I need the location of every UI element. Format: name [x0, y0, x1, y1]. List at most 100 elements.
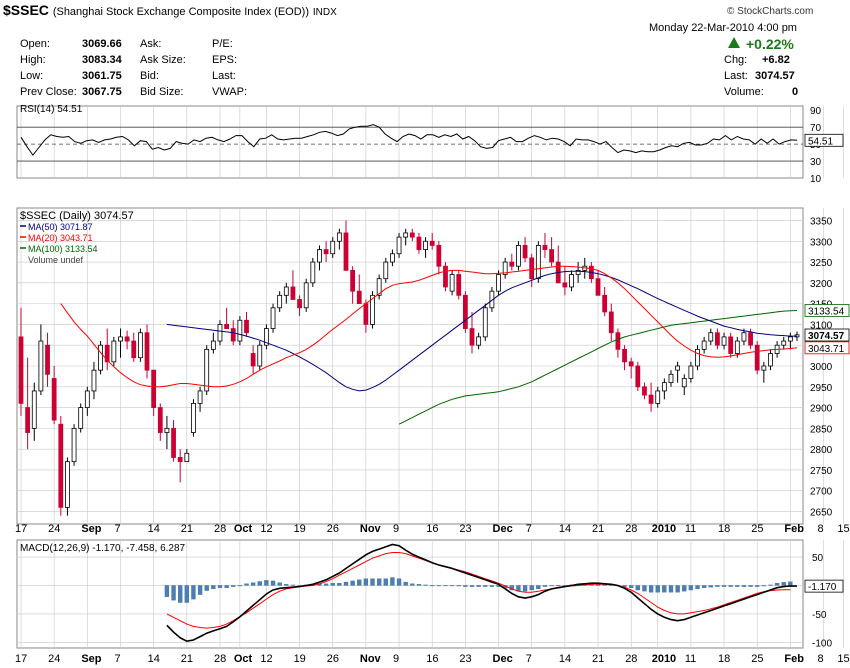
macd-histogram-bar [350, 580, 355, 586]
macd-histogram-bar [363, 578, 369, 586]
x-tick-label: 11 [685, 653, 696, 665]
quote-chg: +6.82 [762, 54, 790, 66]
price-tick-label: 2700 [810, 487, 833, 498]
rsi-last-box [804, 133, 844, 147]
legend-entry: MA(100) 3133.54 [28, 244, 98, 254]
macd-histogram-bar [688, 585, 694, 591]
macd-histogram-bar [675, 585, 680, 593]
macd-histogram-bar [164, 585, 170, 597]
quote-open-label: Open: [20, 38, 50, 50]
macd-histogram-bar [761, 585, 766, 587]
macd-histogram-bar [403, 581, 408, 586]
candle-body [608, 311, 614, 334]
macd-histogram-bar [456, 585, 461, 587]
x-tick-label: 7 [114, 523, 120, 535]
macd-histogram-bar [390, 577, 395, 586]
candle-body [409, 232, 415, 238]
x-tick-label: Oct [234, 653, 253, 665]
legend-entry: MA(20) 3043.71 [28, 233, 93, 243]
x-tick-label: Nov [360, 653, 382, 665]
candle-body [350, 269, 356, 292]
candle-body [595, 278, 601, 296]
x-tick-label: 7 [114, 653, 120, 665]
candle-body [741, 332, 747, 342]
candle-body [695, 348, 700, 367]
candle-body [310, 261, 316, 284]
macd-histogram-bar [755, 585, 760, 587]
candle-body [257, 344, 263, 367]
x-tick-label: 25 [751, 653, 763, 665]
candle-body [768, 353, 773, 367]
macd-histogram-bar [357, 579, 362, 586]
candle-body [177, 457, 183, 463]
macd-histogram-bar [522, 585, 528, 592]
quote-chg-label: Chg: [724, 54, 748, 66]
candle-body [370, 294, 375, 325]
candle-body [131, 340, 137, 359]
macd-histogram-bar [702, 585, 707, 588]
x-tick-label: 17 [15, 653, 27, 665]
macd-histogram-bar [377, 578, 382, 586]
symbol-title: $SSEC (Shanghai Stock Exchange Composite… [3, 2, 337, 18]
price-tick-label: 2750 [810, 466, 833, 477]
quote-volume-label: Volume: [724, 86, 764, 98]
macd-histogram-bar [323, 583, 329, 586]
quote-prev: 3067.75 [82, 86, 122, 98]
x-tick-label: 24 [48, 653, 60, 665]
x-tick-label: 26 [327, 523, 339, 535]
macd-histogram-bar [423, 584, 428, 586]
quote-asksize-label: Ask Size: [140, 54, 186, 66]
x-tick-label: 8 [818, 653, 824, 665]
x-tick-label: 14 [148, 653, 160, 665]
candle-body [363, 303, 369, 325]
macd-histogram-bar [264, 580, 269, 586]
candle-body [204, 348, 210, 392]
candle-body [38, 340, 44, 392]
candle-body [708, 332, 714, 342]
candle-body [443, 265, 448, 288]
x-tick-label: Nov [360, 523, 382, 535]
candle-body [217, 324, 223, 342]
candle-body [137, 332, 143, 359]
quote-eps-label: EPS: [212, 54, 238, 66]
x-tick-label: 9 [393, 653, 399, 665]
macd-histogram-bar [449, 585, 455, 587]
rsi-line [20, 124, 798, 156]
legend-entry: $SSEC (Daily) 3074.57 [20, 210, 134, 222]
candle-body [277, 294, 283, 309]
candle-body [496, 274, 501, 292]
macd-histogram-bar [250, 582, 256, 586]
symbol: $SSEC [3, 2, 49, 18]
macd-histogram-bar [708, 585, 713, 588]
candle-body [390, 253, 395, 263]
macd-histogram-bar [204, 585, 209, 591]
candle-body [661, 382, 667, 392]
rsi-tick-label: 30 [810, 157, 822, 168]
x-tick-label: 18 [718, 653, 730, 665]
candle-body [715, 332, 720, 346]
last-value-box [804, 304, 850, 317]
macd-histogram-bar [728, 585, 733, 587]
x-tick-label: 17 [15, 523, 27, 535]
x-tick-label: 15 [837, 523, 849, 535]
macd-histogram-bar [682, 585, 687, 592]
candle-body [516, 245, 521, 267]
x-tick-label: 26 [327, 653, 339, 665]
candle-body [270, 307, 276, 329]
x-tick-label: 19 [294, 653, 306, 665]
macd-histogram-bar [469, 585, 475, 587]
macd-histogram-bar [788, 581, 793, 586]
rsi-last-label: 54.51 [808, 136, 833, 147]
quote-volume: 0 [792, 86, 799, 98]
candle-body [118, 336, 123, 342]
candle-body [781, 340, 787, 346]
candle-body [237, 319, 243, 342]
candle-body [575, 269, 581, 275]
macd-histogram-bar [655, 585, 660, 593]
candle-body [144, 332, 150, 371]
macd-histogram-bar [748, 585, 753, 587]
rsi-tick-label: 70 [810, 123, 822, 134]
price-tick-label: 2800 [810, 445, 833, 456]
rsi-panel [16, 105, 804, 179]
